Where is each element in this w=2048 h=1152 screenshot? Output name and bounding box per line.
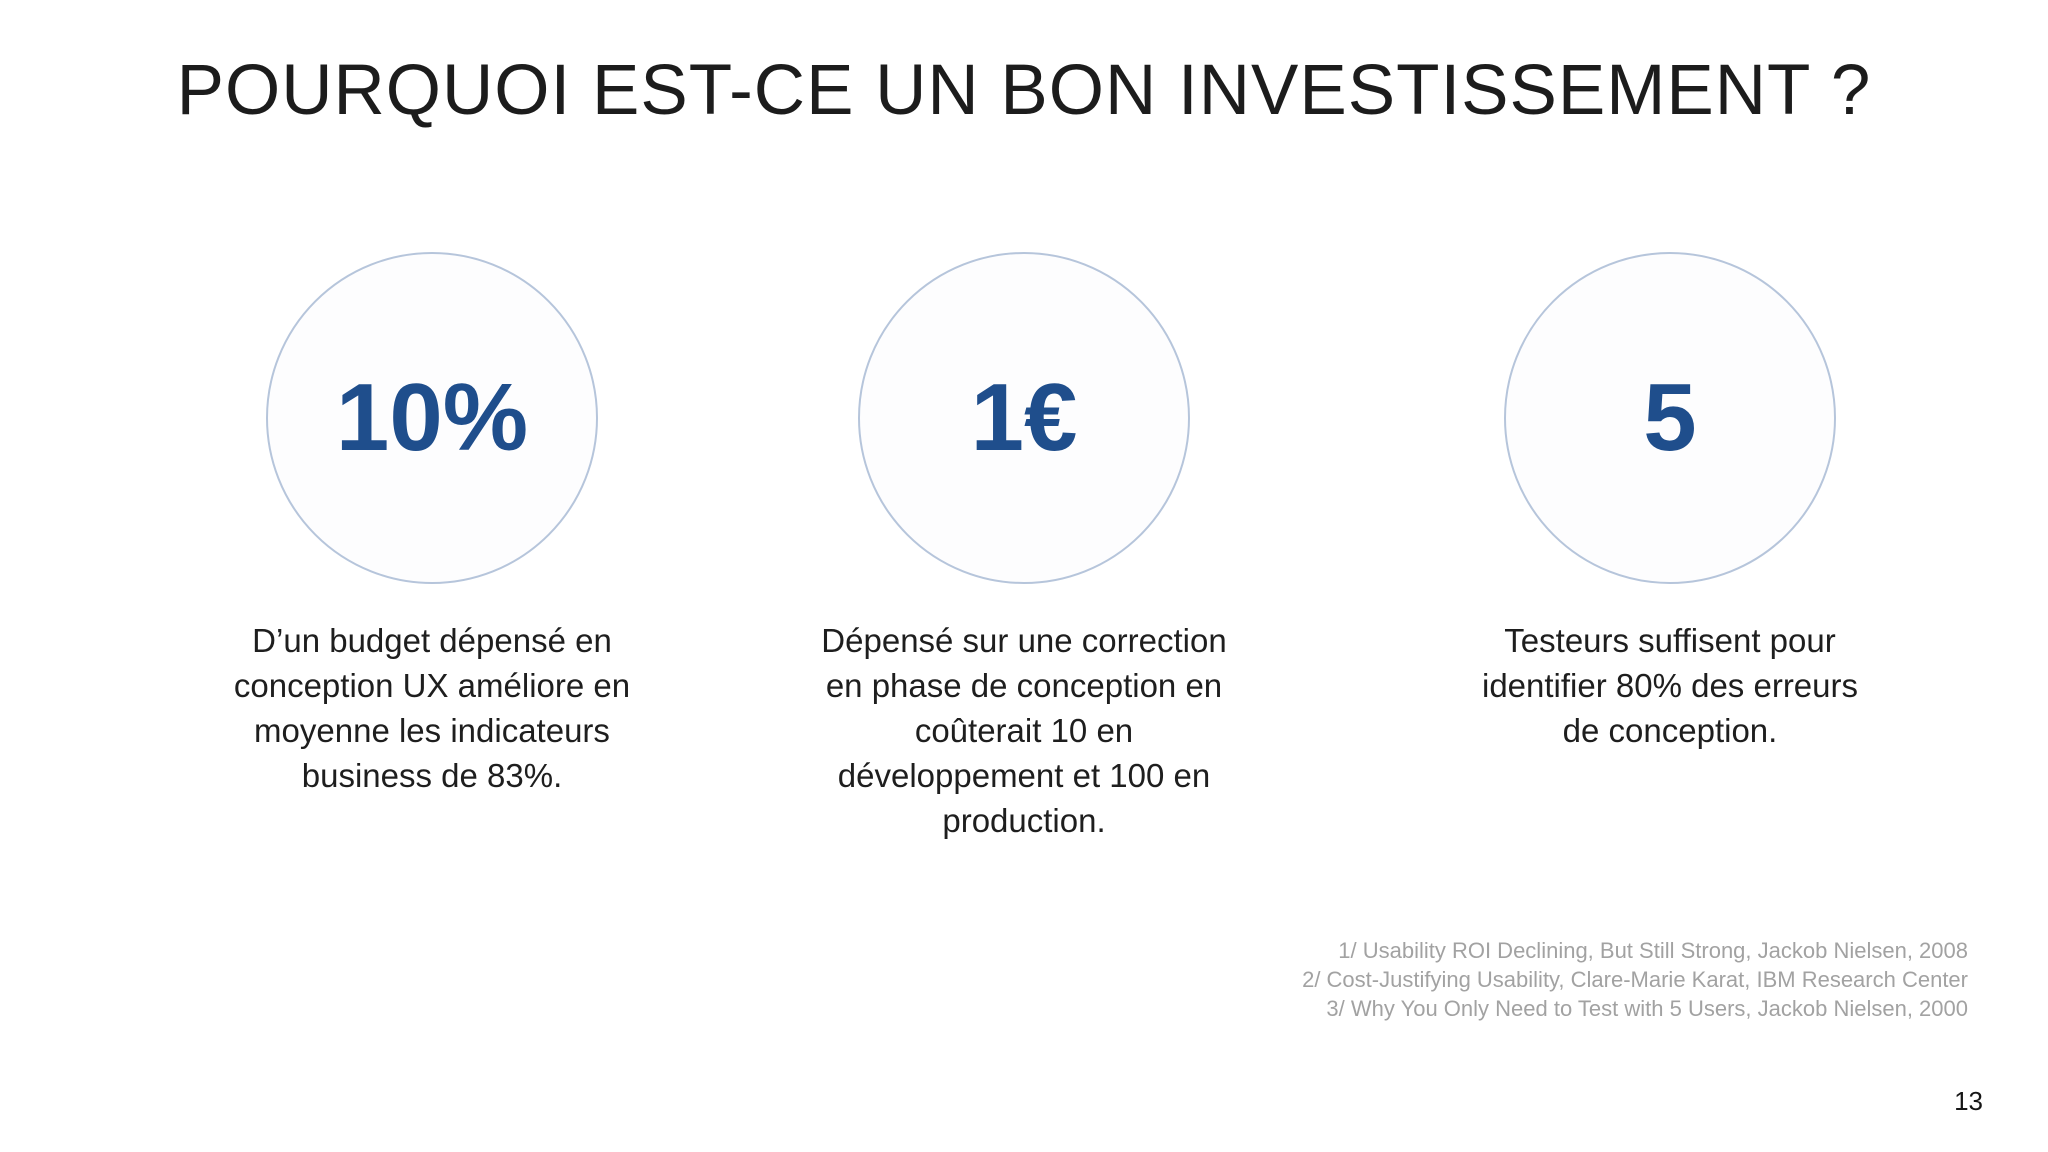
stat-description: Dépensé sur une correction en phase de c… [821, 622, 1227, 839]
stat-value: 5 [1643, 364, 1697, 471]
stat-column-cost: 1€ Dépensé sur une correction en phase d… [744, 252, 1304, 843]
stat-circle: 5 [1504, 252, 1836, 584]
slide-title: POURQUOI EST-CE UN BON INVESTISSEMENT ? [176, 51, 1872, 130]
stat-circle: 10% [266, 252, 598, 584]
footnote-line: 3/ Why You Only Need to Test with 5 User… [1326, 996, 1968, 1021]
stat-circle: 1€ [858, 252, 1190, 584]
footnote-line: 2/ Cost-Justifying Usability, Clare-Mari… [1302, 967, 1968, 992]
stat-description: D’un budget dépensé en conception UX amé… [233, 622, 631, 794]
stat-column-budget: 10% D’un budget dépensé en conception UX… [152, 252, 712, 798]
page-number: 13 [1954, 1086, 1983, 1116]
footnotes: 1/ Usability ROI Declining, But Still St… [1302, 936, 1968, 1023]
stat-value: 1€ [970, 364, 1078, 471]
footnote-line: 1/ Usability ROI Declining, But Still St… [1338, 938, 1968, 963]
stat-description: Testeurs suffisent pour identifier 80% d… [1481, 622, 1859, 749]
stat-value: 10% [335, 364, 529, 471]
stat-column-testers: 5 Testeurs suffisent pour identifier 80%… [1390, 252, 1950, 753]
